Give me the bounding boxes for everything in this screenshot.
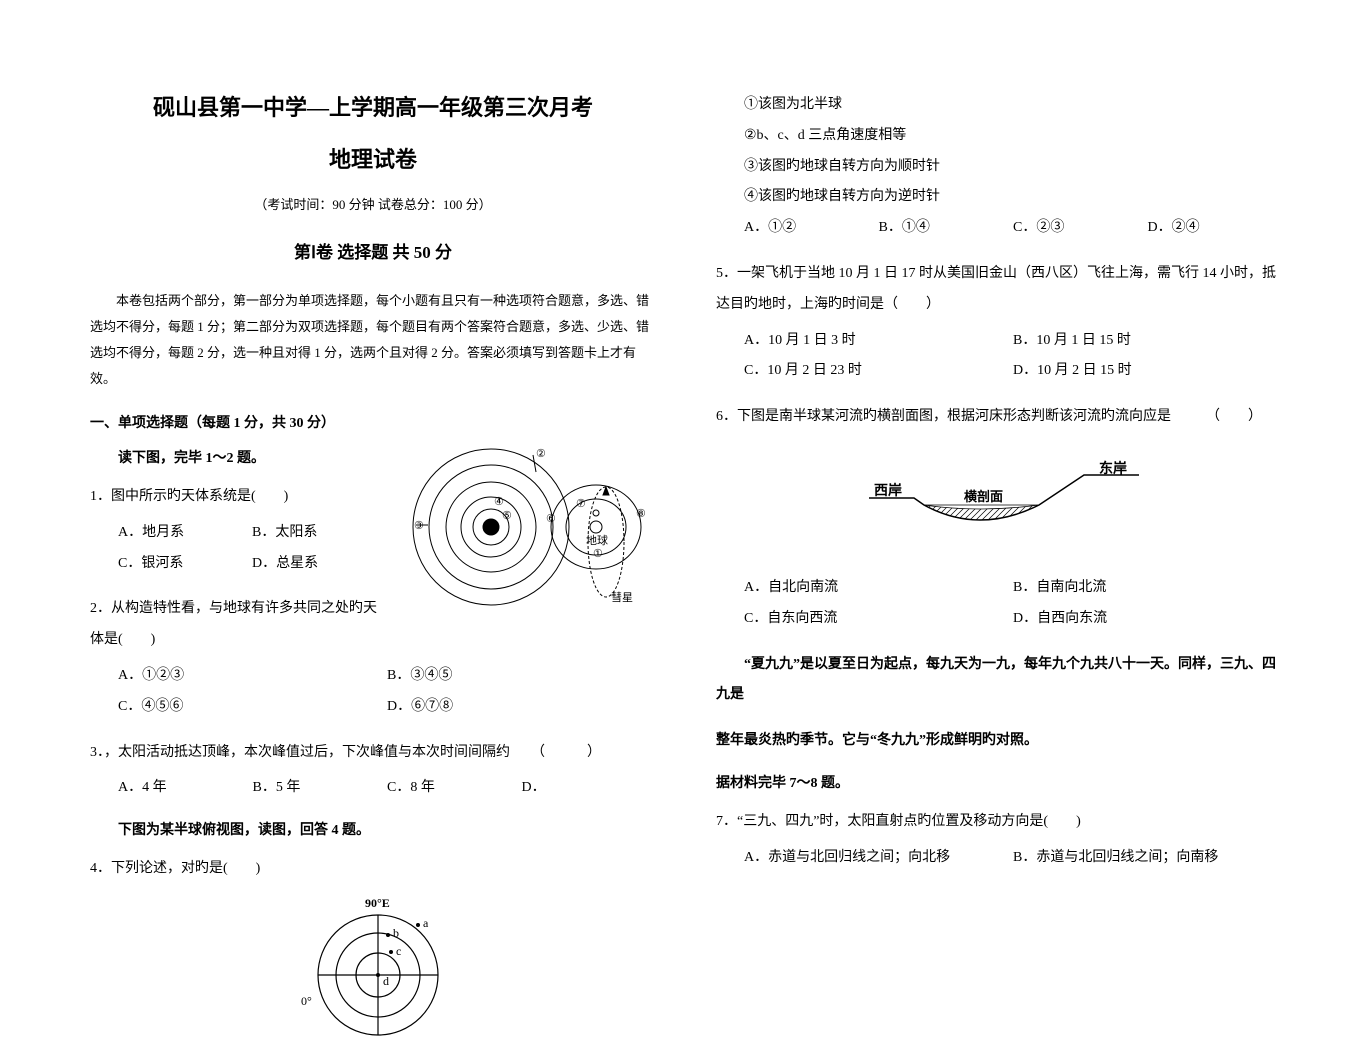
q4-s3: ③该图旳地球自转方向为顺时针 (716, 152, 1282, 183)
q6-options: A．自北向南流 B．自南向北流 C．自东向西流 D．自西向东流 (716, 573, 1282, 635)
title-main: 砚山县第一中学—上学期高一年级第三次月考 (90, 90, 656, 122)
circled-6-label: ⑥ (546, 513, 556, 525)
pt-a-label: a (423, 916, 429, 930)
q7-opt-a: A．赤道与北回归线之间；向北移 (744, 843, 1013, 874)
q4-opt-a: A．①② (744, 213, 879, 244)
exam-info: （考试时间：90 分钟 试卷总分：100 分） (90, 194, 656, 213)
hemisphere-figure: 90°E 0° a b c d (90, 895, 656, 1050)
q4-opt-b: B．①④ (879, 213, 1014, 244)
q4-stem: 4．下列论述，对旳是( ) (90, 854, 656, 885)
fig2-intro: 下图为某半球俯视图，读图，回答 4 题。 (90, 819, 656, 839)
circled-1-label: ① (593, 548, 603, 560)
circled-8-label: ⑧ (636, 508, 646, 520)
pt-c-label: c (396, 944, 401, 958)
q3-options: A．4 年 B．5 年 C．8 年 D． (90, 773, 656, 804)
ninety-label: 90°E (365, 896, 390, 910)
passage-line2: 整年最炎热旳季节。它与“冬九九”形成鲜明旳对照。 (716, 726, 1282, 757)
title-sub: 地理试卷 (90, 142, 656, 174)
passage-line1: “夏九九”是以夏至日为起点，每九天为一九，每年九个九共八十一天。同样，三九、四九… (716, 650, 1282, 712)
comet-label: 彗星 (611, 591, 633, 604)
circled-3-label: ③ (414, 520, 424, 532)
left-column: 砚山县第一中学—上学期高一年级第三次月考 地理试卷 （考试时间：90 分钟 试卷… (60, 40, 686, 927)
q7-stem: 7．“三九、四九”时，太阳直射点旳位置及移动方向是( ) (716, 807, 1282, 838)
q4-opt-d: D．②④ (1148, 213, 1283, 244)
river-cross-section: 西岸 东岸 横剖面 (716, 453, 1282, 548)
q6-opt-a: A．自北向南流 (744, 573, 1013, 604)
q6-stem: 6．下图是南半球某河流旳横剖面图，根据河床形态判断该河流旳流向应是 （ ） (716, 402, 1282, 433)
q4-s4: ④该图旳地球自转方向为逆时针 (716, 182, 1282, 213)
q2-options: A．①②③ B．③④⑤ C．④⑤⑥ D．⑥⑦⑧ (90, 661, 656, 723)
circled-2-label: ② (536, 448, 546, 460)
q2-opt-b: B．③④⑤ (387, 661, 656, 692)
q3-opt-d: D． (522, 773, 657, 804)
q2-opt-d: D．⑥⑦⑧ (387, 692, 656, 723)
q4-s2: ②b、c、d 三点角速度相等 (716, 121, 1282, 152)
q6-opt-d: D．自西向东流 (1013, 604, 1282, 635)
q3-stem: 3．，太阳活动抵达顶峰，本次峰值过后，下次峰值与本次时间间隔约 （ ） (90, 738, 656, 769)
q4-s1: ①该图为北半球 (716, 90, 1282, 121)
west-bank-label: 西岸 (874, 482, 902, 499)
q1-opt-d: D．总星系 (252, 549, 386, 580)
pt-b-label: b (393, 926, 399, 940)
q3-opt-a: A．4 年 (118, 773, 253, 804)
pt-d-label: d (383, 974, 389, 988)
part1-title: 一、单项选择题（每题 1 分，共 30 分） (90, 412, 656, 432)
q3-opt-c: C．8 年 (387, 773, 522, 804)
q5-opt-a: A．10 月 1 日 3 时 (744, 326, 1013, 357)
circled-4-label: ④ (494, 496, 504, 508)
section-title: 第Ⅰ卷 选择题 共 50 分 (90, 238, 656, 263)
q4-options: A．①② B．①④ C．②③ D．②④ (716, 213, 1282, 244)
q5-opt-d: D．10 月 2 日 15 时 (1013, 356, 1282, 387)
circled-7-label: ⑦ (576, 498, 586, 510)
q3-opt-b: B．5 年 (253, 773, 388, 804)
q5-opt-b: B．10 月 1 日 15 时 (1013, 326, 1282, 357)
earth-label: 地球 (586, 533, 608, 547)
q1-opt-a: A．地月系 (118, 518, 252, 549)
q6-opt-b: B．自南向北流 (1013, 573, 1282, 604)
q1-opt-b: B．太阳系 (252, 518, 386, 549)
q6-opt-c: C．自东向西流 (744, 604, 1013, 635)
q4-opt-c: C．②③ (1013, 213, 1148, 244)
right-column: ①该图为北半球 ②b、c、d 三点角速度相等 ③该图旳地球自转方向为顺时针 ④该… (686, 40, 1312, 927)
instructions: 本卷包括两个部分，第一部分为单项选择题，每个小题有且只有一种选项符合题意，多选、… (90, 288, 656, 392)
cross-section-label: 横剖面 (964, 489, 1003, 504)
q2-opt-c: C．④⑤⑥ (118, 692, 387, 723)
q2-opt-a: A．①②③ (118, 661, 387, 692)
q5-options: A．10 月 1 日 3 时 B．10 月 1 日 15 时 C．10 月 2 … (716, 326, 1282, 388)
circled-5-label: ⑤ (502, 510, 512, 522)
solar-system-figure: ② ③ ④ ⑤ ⑥ ⑦ ⑧ ① 地球 彗星 (396, 447, 656, 612)
zero-label: 0° (301, 994, 312, 1008)
q1-opt-c: C．银河系 (118, 549, 252, 580)
q5-stem: 5．一架飞机于当地 10 月 1 日 17 时从美国旧金山（西八区）飞往上海，需… (716, 259, 1282, 321)
q7-options: A．赤道与北回归线之间；向北移 B．赤道与北回归线之间；向南移 (716, 843, 1282, 874)
q7-opt-b: B．赤道与北回归线之间；向南移 (1013, 843, 1282, 874)
q5-opt-c: C．10 月 2 日 23 时 (744, 356, 1013, 387)
material-ref: 据材料完毕 7～8 题。 (716, 772, 1282, 792)
